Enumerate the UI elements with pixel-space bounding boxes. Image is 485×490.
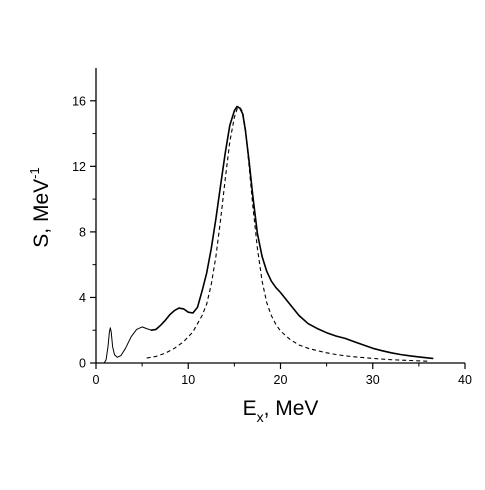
- series-line-2: [150, 105, 434, 360]
- x-tick-label: 10: [181, 373, 195, 387]
- series-line-3: [146, 106, 429, 362]
- y-axis-title-main: S, MeV: [30, 179, 53, 248]
- x-axis-title: Ex, MeV: [243, 397, 319, 425]
- x-axis-title-rest: , MeV: [264, 397, 319, 420]
- x-axis-title-sub: x: [257, 409, 264, 425]
- series-line-1: [103, 326, 152, 364]
- x-tick-label: 20: [274, 373, 288, 387]
- y-tick-label: 16: [72, 94, 86, 108]
- y-axis-title: S, MeV-1: [27, 167, 53, 247]
- x-tick-label: 40: [458, 373, 472, 387]
- y-axis-title-sup: -1: [27, 167, 42, 179]
- series-layer: [103, 105, 434, 364]
- x-tick-label: 30: [366, 373, 380, 387]
- axes: 0 10 20 30 40 0 4 8 12 16: [72, 68, 472, 387]
- x-axis-title-main: E: [243, 397, 257, 420]
- y-tick-label: 12: [72, 160, 86, 174]
- y-tick-label: 4: [79, 291, 86, 305]
- y-tick-label: 0: [79, 357, 86, 371]
- x-tick-label: 0: [93, 373, 100, 387]
- labels-layer: Ex, MeV S, MeV-1: [27, 167, 318, 425]
- y-tick-label: 8: [79, 225, 86, 239]
